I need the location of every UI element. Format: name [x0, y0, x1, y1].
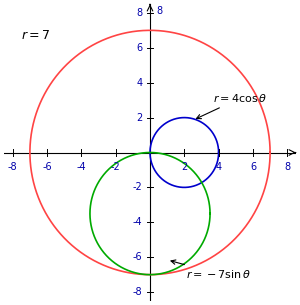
- Text: 2: 2: [136, 113, 142, 123]
- Text: -2: -2: [111, 162, 121, 172]
- Text: -4: -4: [133, 217, 142, 227]
- Text: -8: -8: [8, 162, 18, 172]
- Text: -8: -8: [133, 287, 142, 297]
- Text: $r = 7$: $r = 7$: [21, 29, 51, 42]
- Text: $r = 4\cos\theta$: $r = 4\cos\theta$: [196, 92, 268, 119]
- Text: $r = -7\sin\theta$: $r = -7\sin\theta$: [171, 260, 251, 280]
- Text: 2: 2: [181, 162, 188, 172]
- Text: 8: 8: [284, 162, 290, 172]
- Text: -6: -6: [42, 162, 52, 172]
- Text: 8: 8: [156, 6, 162, 16]
- Text: 8: 8: [136, 8, 142, 18]
- Text: -6: -6: [133, 252, 142, 262]
- Text: 4: 4: [216, 162, 222, 172]
- Text: 6: 6: [136, 43, 142, 53]
- Text: -2: -2: [133, 182, 142, 192]
- Text: -4: -4: [76, 162, 86, 172]
- Text: 4: 4: [136, 78, 142, 88]
- Text: 6: 6: [250, 162, 256, 172]
